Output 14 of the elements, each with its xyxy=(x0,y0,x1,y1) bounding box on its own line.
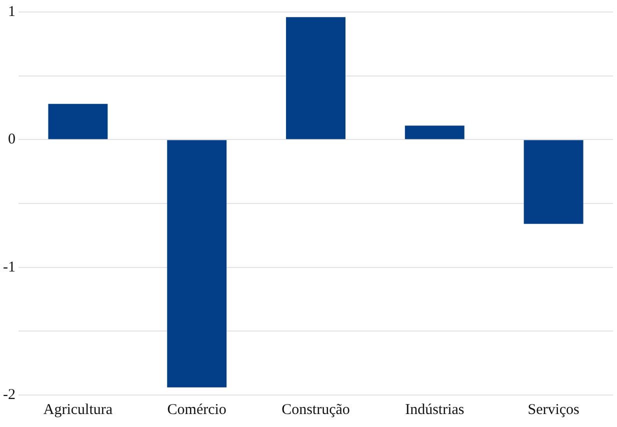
x-tick-label: Indústrias xyxy=(405,402,464,418)
x-tick-label: Agricultura xyxy=(43,402,113,418)
x-tick-label: Comércio xyxy=(167,402,226,418)
y-tick-label: -1 xyxy=(2,259,16,276)
y-tick-label: 0 xyxy=(8,132,16,148)
x-tick-label: Serviços xyxy=(528,402,580,418)
x-tick-label: Construção xyxy=(282,402,350,418)
y-tick-label: 1 xyxy=(8,4,16,20)
bar xyxy=(404,126,464,140)
bar xyxy=(167,140,227,388)
bar xyxy=(286,17,346,140)
bar xyxy=(524,140,584,224)
y-tick-label: -2 xyxy=(2,386,16,403)
bar xyxy=(48,104,108,140)
